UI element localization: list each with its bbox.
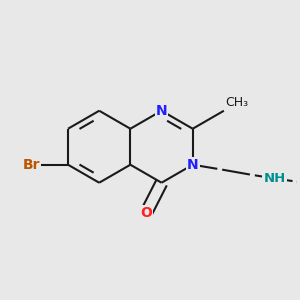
Text: Br: Br xyxy=(22,158,40,172)
Text: N: N xyxy=(156,104,167,118)
Text: N: N xyxy=(187,158,199,172)
Text: NH: NH xyxy=(263,172,286,185)
Text: O: O xyxy=(140,206,152,220)
Text: CH₃: CH₃ xyxy=(226,96,249,109)
